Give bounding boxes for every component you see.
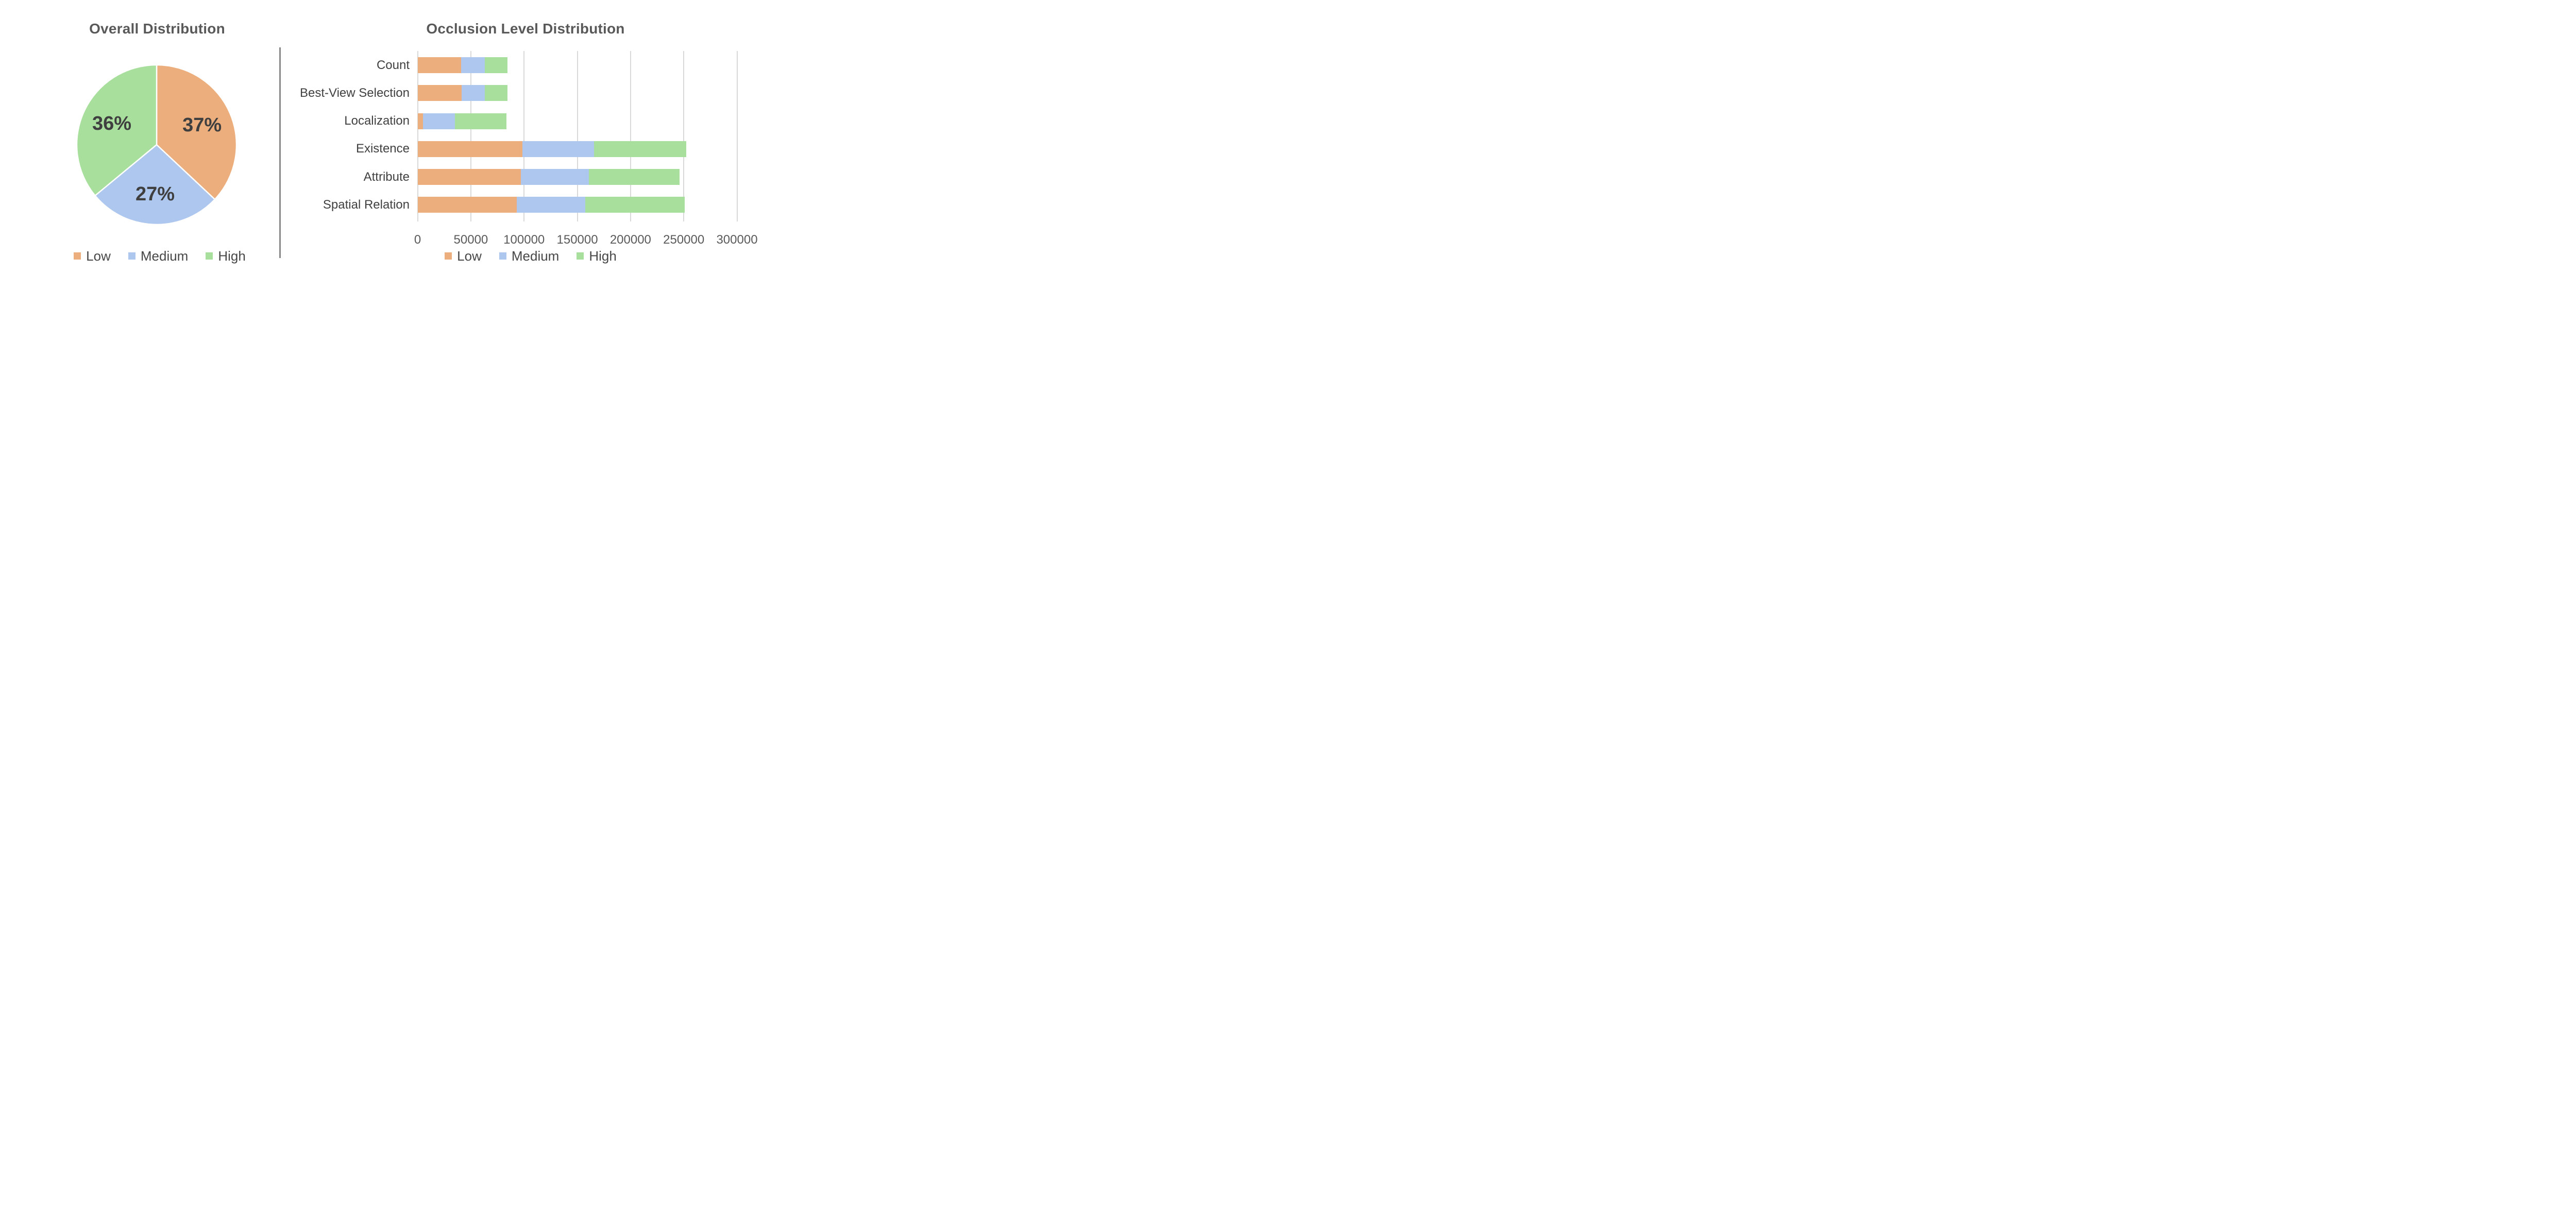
bar-row-localization [417, 113, 737, 129]
legend-item-high: High [577, 248, 617, 264]
bar-segment-count-medium [461, 57, 485, 74]
gridline-0 [417, 51, 418, 221]
pie-chart-title: Overall Distribution [89, 21, 225, 37]
bar-segment-localization-low [417, 113, 423, 129]
pie-legend: Low Medium High [5, 248, 314, 264]
legend-item-high: High [206, 248, 246, 264]
bar-segment-existence-medium [522, 141, 594, 157]
x-tick-label-300000: 300000 [716, 233, 758, 247]
gridline-100000 [523, 51, 525, 221]
category-label-existence: Existence [355, 142, 410, 156]
category-label-attribute: Attribute [363, 169, 410, 184]
bar-row-count [417, 57, 737, 74]
legend-swatch-high [206, 252, 213, 260]
pie-chart: 37% 27% 36% [76, 64, 238, 226]
bar-segment-spatial-relation-medium [516, 197, 586, 213]
gridline-200000 [630, 51, 631, 221]
bar-row-attribute [417, 169, 737, 185]
bar-row-existence [417, 141, 737, 157]
gridline-300000 [736, 51, 738, 221]
legend-label-low: Low [86, 248, 111, 264]
pie-value-label-low: 37% [182, 114, 222, 136]
bar-row-spatial-relation [417, 197, 737, 213]
bar-segment-count-low [417, 57, 462, 74]
bar-segment-existence-low [417, 141, 523, 157]
x-tick-label-50000: 50000 [453, 233, 488, 247]
bar-segment-count-high [484, 57, 508, 74]
bar-chart-title: Occlusion Level Distribution [426, 21, 625, 37]
pie-value-label-medium: 27% [135, 183, 175, 205]
category-label-count: Count [376, 58, 410, 72]
bar-segment-best-view-selection-low [417, 85, 462, 101]
pie-slice-low [156, 64, 238, 200]
legend-item-medium: Medium [128, 248, 188, 264]
bar-legend: Low Medium High [325, 248, 737, 264]
legend-label-medium: Medium [140, 248, 189, 264]
figure-canvas: Overall Distribution 37% 27% 36% Low Medium… [0, 0, 808, 286]
legend-item-low: Low [74, 248, 111, 264]
legend-swatch-high [577, 252, 584, 260]
legend-swatch-medium [499, 252, 506, 260]
bar-segment-best-view-selection-medium [462, 85, 485, 101]
bar-segment-best-view-selection-high [484, 85, 508, 101]
pie-value-label-high: 36% [92, 113, 131, 134]
legend-item-low: Low [445, 248, 482, 264]
x-tick-label-0: 0 [414, 233, 421, 247]
x-tick-label-150000: 150000 [556, 233, 598, 247]
bar-segment-spatial-relation-low [417, 197, 517, 213]
legend-swatch-low [74, 252, 81, 260]
bar-segment-spatial-relation-high [585, 197, 685, 213]
legend-label-medium: Medium [511, 248, 560, 264]
x-tick-label-250000: 250000 [663, 233, 705, 247]
bar-segment-attribute-medium [521, 169, 589, 185]
gridline-50000 [470, 51, 471, 221]
legend-swatch-medium [128, 252, 135, 260]
gridline-150000 [577, 51, 578, 221]
legend-swatch-low [445, 252, 452, 260]
panel-divider [279, 47, 281, 258]
pie-slice-high [76, 64, 158, 197]
bar-row-best-view-selection [417, 85, 737, 101]
category-label-best-view-selection: Best-View Selection [300, 85, 410, 100]
bar-segment-attribute-low [417, 169, 521, 185]
x-tick-label-200000: 200000 [609, 233, 651, 247]
bar-segment-localization-medium [422, 113, 455, 129]
legend-label-high: High [218, 248, 246, 264]
legend-item-medium: Medium [499, 248, 559, 264]
bar-segment-localization-high [454, 113, 507, 129]
legend-label-high: High [589, 248, 617, 264]
x-tick-label-100000: 100000 [503, 233, 545, 247]
gridline-250000 [683, 51, 685, 221]
category-label-localization: Localization [344, 114, 410, 128]
category-label-spatial-relation: Spatial Relation [323, 197, 410, 212]
bar-segment-attribute-high [589, 169, 680, 185]
bar-segment-existence-high [594, 141, 687, 157]
legend-label-low: Low [457, 248, 482, 264]
pie-slice-medium [94, 144, 216, 226]
